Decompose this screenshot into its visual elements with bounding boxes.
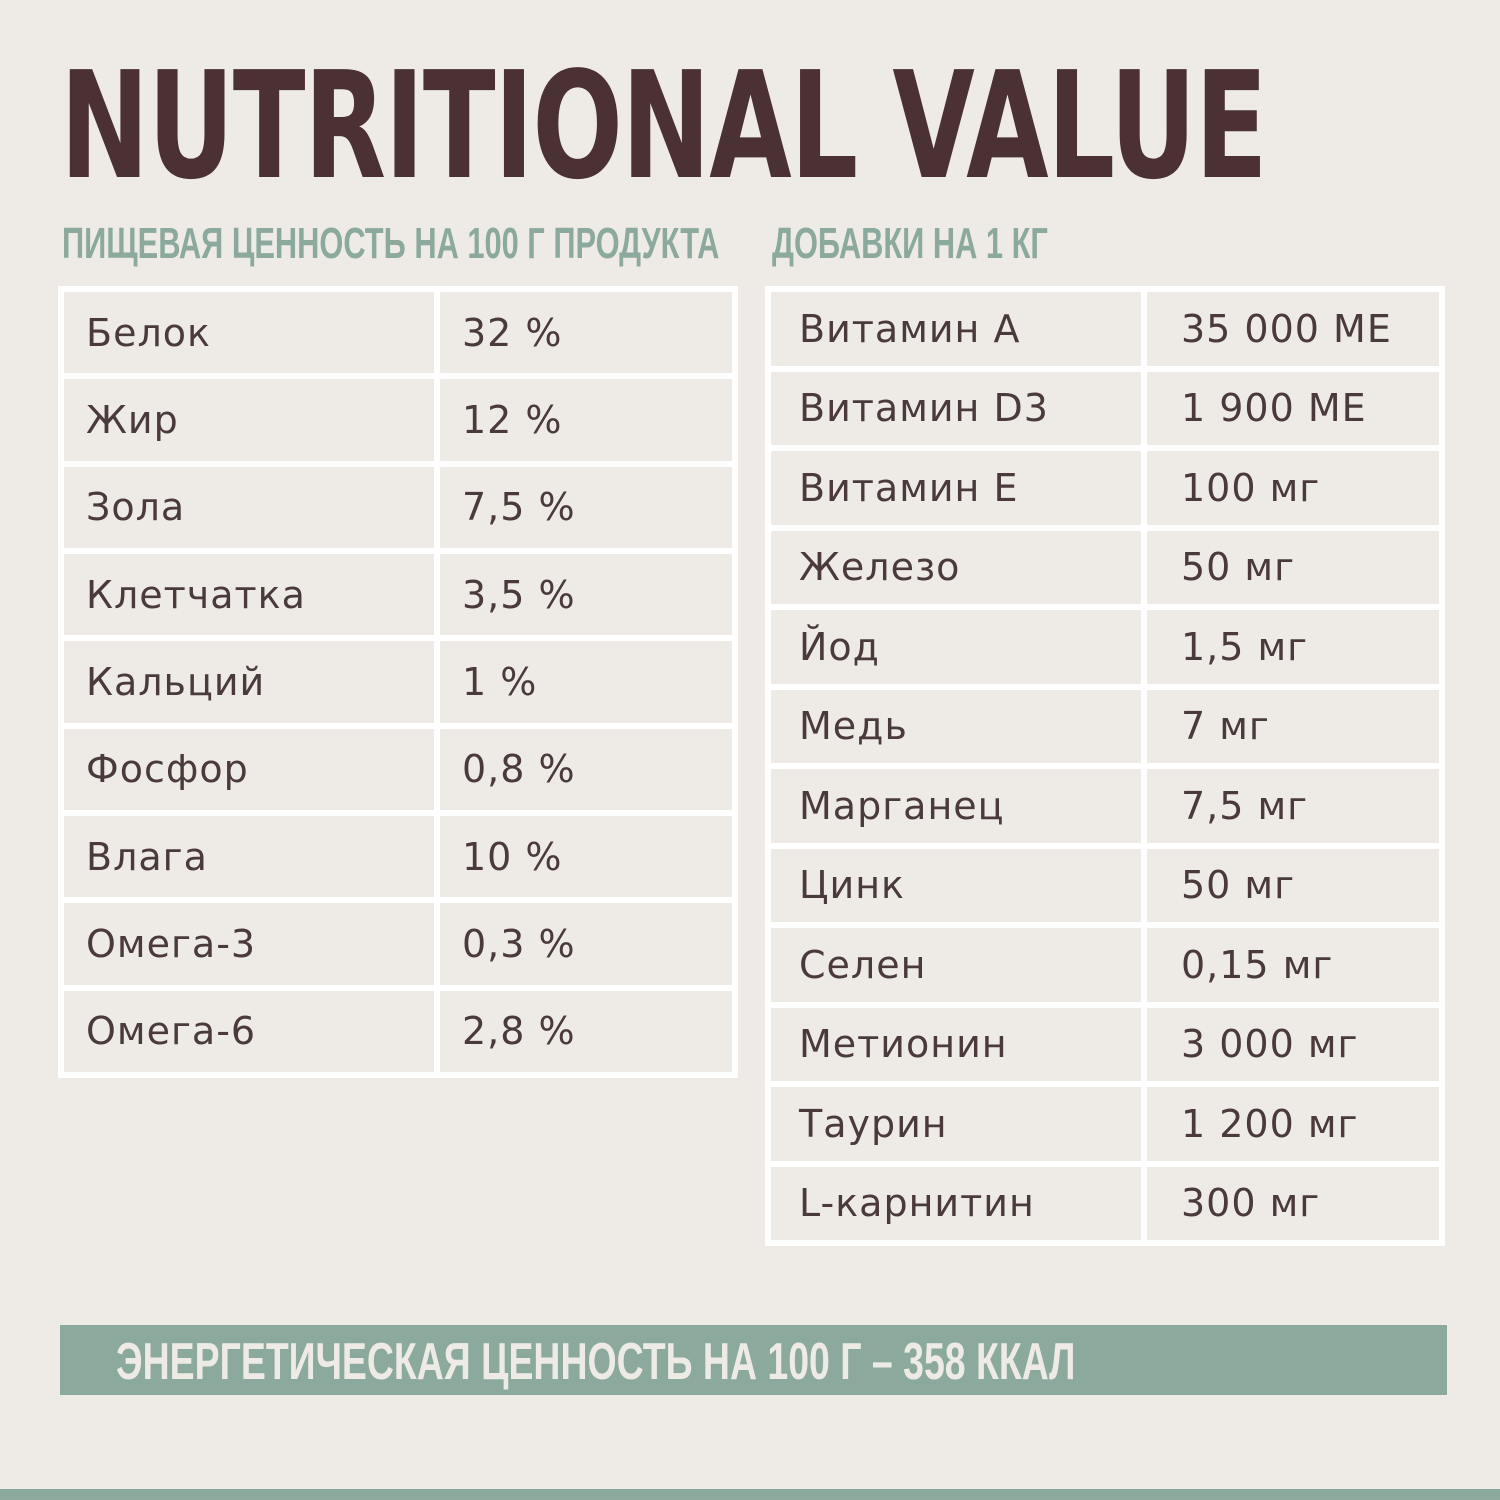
additive-name: Витамин А bbox=[771, 292, 1141, 366]
additive-value: 7,5 мг bbox=[1147, 769, 1439, 843]
table-row: Жир 12 % bbox=[64, 379, 732, 461]
additive-name: Селен bbox=[771, 928, 1141, 1002]
additive-value: 1 900 МЕ bbox=[1147, 371, 1439, 445]
additive-value: 50 мг bbox=[1147, 848, 1439, 922]
table-row: Цинк 50 мг bbox=[771, 848, 1439, 922]
nutrient-name: Жир bbox=[64, 379, 434, 461]
additive-name: Цинк bbox=[771, 848, 1141, 922]
additive-name: L-карнитин bbox=[771, 1166, 1141, 1240]
additive-value: 100 мг bbox=[1147, 451, 1439, 525]
additive-value: 7 мг bbox=[1147, 689, 1439, 763]
additive-name: Таурин bbox=[771, 1087, 1141, 1161]
nutrient-name: Влага bbox=[64, 815, 434, 898]
nutrition-heading: ПИЩЕВАЯ ЦЕННОСТЬ НА 100 Г ПРОДУКТА bbox=[62, 219, 720, 268]
additive-name: Марганец bbox=[771, 769, 1141, 843]
nutrient-name: Омега-3 bbox=[64, 903, 434, 985]
table-row: Селен 0,15 мг bbox=[771, 928, 1439, 1002]
table-row: L-карнитин 300 мг bbox=[771, 1166, 1439, 1240]
table-row: Таурин 1 200 мг bbox=[771, 1087, 1439, 1161]
additive-name: Йод bbox=[771, 610, 1141, 684]
table-row: Влага 10 % bbox=[64, 815, 732, 898]
additive-value: 0,15 мг bbox=[1147, 928, 1439, 1002]
table-row: Белок 32 % bbox=[64, 292, 732, 374]
nutrient-value: 0,3 % bbox=[440, 903, 732, 985]
table-row: Кальций 1 % bbox=[64, 641, 732, 723]
additive-value: 50 мг bbox=[1147, 530, 1439, 604]
additives-heading: ДОБАВКИ НА 1 КГ bbox=[772, 219, 1048, 268]
additive-name: Витамин Е bbox=[771, 451, 1141, 525]
nutrient-name: Белок bbox=[64, 292, 434, 374]
table-row: Марганец 7,5 мг bbox=[771, 769, 1439, 843]
nutrient-name: Фосфор bbox=[64, 728, 434, 810]
nutrient-name: Омега-6 bbox=[64, 990, 434, 1072]
nutrient-name: Клетчатка bbox=[64, 553, 434, 636]
additive-name: Метионин bbox=[771, 1007, 1141, 1081]
table-row: Витамин А 35 000 МЕ bbox=[771, 292, 1439, 366]
table-row: Витамин Е 100 мг bbox=[771, 451, 1439, 525]
table-row: Витамин D3 1 900 МЕ bbox=[771, 371, 1439, 445]
additives-table: Витамин А 35 000 МЕ Витамин D3 1 900 МЕ … bbox=[765, 286, 1445, 1246]
additive-name: Железо bbox=[771, 530, 1141, 604]
page-title: NUTRITIONAL VALUE bbox=[60, 40, 1268, 212]
bottom-divider bbox=[0, 1489, 1500, 1500]
table-row: Фосфор 0,8 % bbox=[64, 728, 732, 810]
energy-value-text: ЭНЕРГЕТИЧЕСКАЯ ЦЕННОСТЬ НА 100 Г – 358 К… bbox=[116, 1333, 1076, 1391]
additive-value: 1 200 мг bbox=[1147, 1087, 1439, 1161]
table-row: Железо 50 мг bbox=[771, 530, 1439, 604]
table-row: Зола 7,5 % bbox=[64, 466, 732, 548]
additive-name: Витамин D3 bbox=[771, 371, 1141, 445]
energy-banner: ЭНЕРГЕТИЧЕСКАЯ ЦЕННОСТЬ НА 100 Г – 358 К… bbox=[60, 1325, 1447, 1395]
nutrient-value: 1 % bbox=[440, 641, 732, 723]
nutrient-name: Кальций bbox=[64, 641, 434, 723]
nutrient-value: 10 % bbox=[440, 815, 732, 898]
table-row: Йод 1,5 мг bbox=[771, 610, 1439, 684]
table-row: Медь 7 мг bbox=[771, 689, 1439, 763]
additive-value: 1,5 мг bbox=[1147, 610, 1439, 684]
nutrient-value: 3,5 % bbox=[440, 553, 732, 636]
table-row: Омега-6 2,8 % bbox=[64, 990, 732, 1072]
additive-value: 35 000 МЕ bbox=[1147, 292, 1439, 366]
additive-value: 300 мг bbox=[1147, 1166, 1439, 1240]
additive-name: Медь bbox=[771, 689, 1141, 763]
nutrient-value: 0,8 % bbox=[440, 728, 732, 810]
additive-value: 3 000 мг bbox=[1147, 1007, 1439, 1081]
nutrient-value: 32 % bbox=[440, 292, 732, 374]
table-row: Метионин 3 000 мг bbox=[771, 1007, 1439, 1081]
nutrition-table: Белок 32 % Жир 12 % Зола 7,5 % Клетчатка… bbox=[58, 286, 738, 1078]
nutrient-value: 2,8 % bbox=[440, 990, 732, 1072]
nutrient-value: 7,5 % bbox=[440, 466, 732, 548]
nutrient-value: 12 % bbox=[440, 379, 732, 461]
nutrient-name: Зола bbox=[64, 466, 434, 548]
table-row: Омега-3 0,3 % bbox=[64, 903, 732, 985]
table-row: Клетчатка 3,5 % bbox=[64, 553, 732, 636]
